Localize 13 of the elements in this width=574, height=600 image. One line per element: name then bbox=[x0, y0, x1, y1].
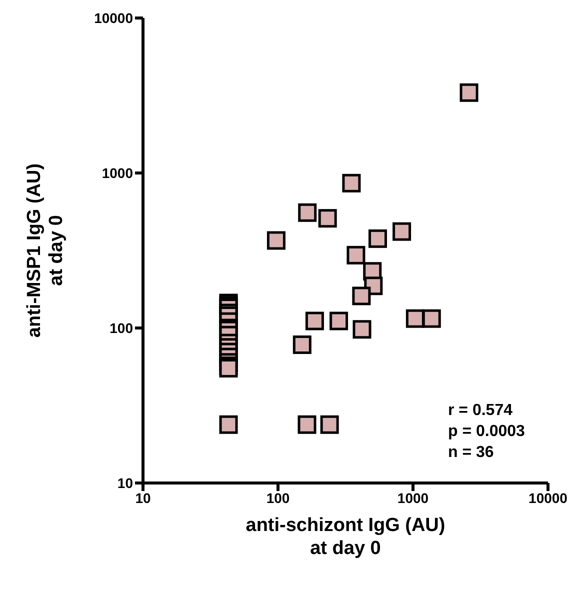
x-tick-label: 1000 bbox=[397, 490, 429, 506]
y-tick-label: 10000 bbox=[94, 10, 134, 26]
x-tick-label: 10 bbox=[135, 490, 151, 506]
annotation: n = 36 bbox=[448, 443, 495, 463]
y-axis-title: anti-MSP1 IgG (AU) at day 0 bbox=[24, 163, 67, 338]
y-tick-label: 100 bbox=[110, 320, 134, 336]
annotation: p = 0.0003 bbox=[448, 422, 525, 442]
y-tick-label: 1000 bbox=[102, 164, 134, 181]
x-axis-title: anti-schizont IgG (AU) at day 0 bbox=[246, 515, 446, 559]
y-tick-label: 10 bbox=[117, 474, 134, 491]
x-tick-label: 10000 bbox=[528, 490, 568, 506]
annotation: r = 0.574 bbox=[448, 401, 514, 421]
x-tick-label: 100 bbox=[266, 490, 290, 506]
